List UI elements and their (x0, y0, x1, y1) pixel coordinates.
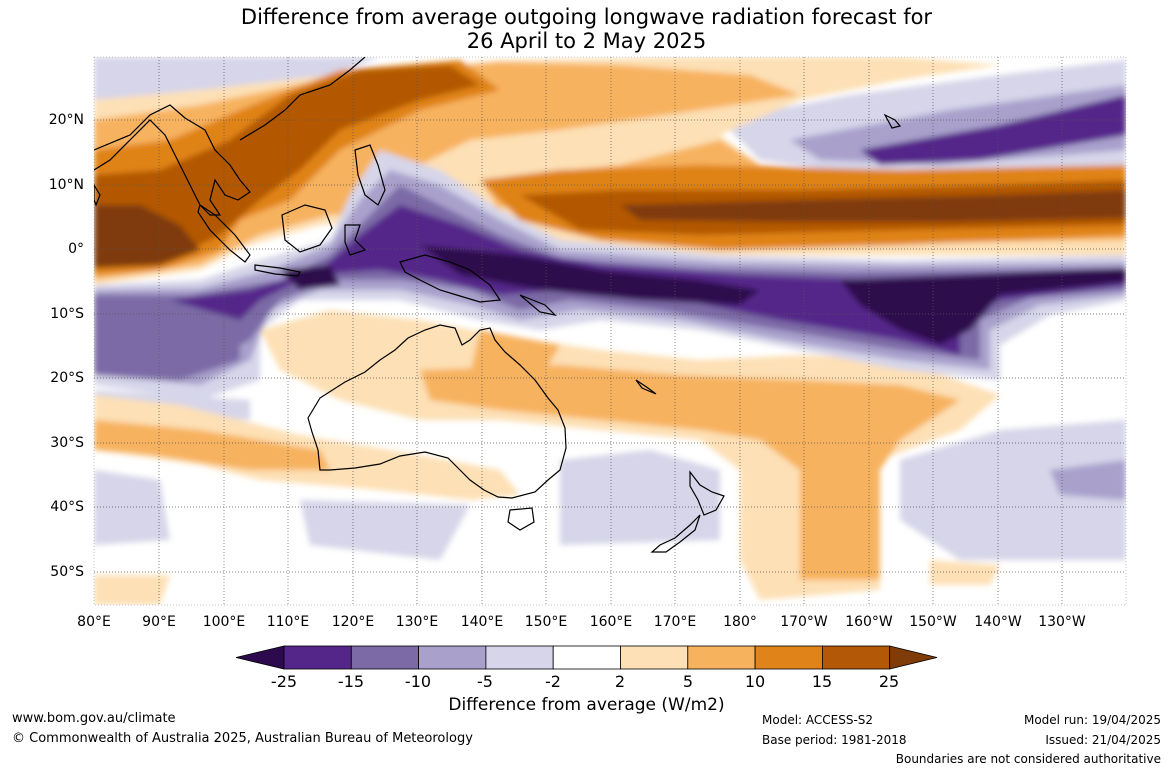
field-sw-orange-band (94, 395, 520, 500)
lon-label: 120°E (331, 614, 375, 630)
model-name: Model: ACCESS-S2 (762, 713, 874, 727)
colorbar-segment (418, 645, 487, 670)
lat-label: 0° (68, 241, 84, 257)
colorbar-tick-label: -25 (270, 672, 298, 691)
lon-label: 90°E (142, 614, 176, 630)
colorbar-segment (620, 645, 689, 670)
new-guinea-coastline (399, 254, 502, 303)
australia-coastline (307, 324, 567, 499)
field-eq-brown-core (620, 190, 1126, 222)
philippines-coastline (354, 144, 386, 206)
lon-label: 130°W (1038, 614, 1086, 630)
colorbar-label: Difference from average (W/m2) (448, 695, 725, 715)
lon-label: 150°W (909, 614, 957, 630)
colorbar-tick-label: 10 (744, 672, 766, 691)
field-se-orange (94, 575, 170, 605)
colorbar-high-extension (889, 645, 938, 670)
colorbar-tick-label: -15 (337, 672, 365, 691)
tasmania-coastline (507, 507, 535, 531)
lon-label: 170°W (780, 614, 828, 630)
colorbar (235, 645, 938, 670)
fiji-coastline (635, 379, 657, 395)
issued-date: Issued: 21/04/2025 (1045, 733, 1161, 747)
colorbar-segment (350, 645, 419, 670)
sumatra-coastline (197, 204, 251, 263)
colorbar-segment (485, 645, 554, 670)
model-run-date: Model run: 19/04/2025 (1023, 713, 1161, 727)
new-zealand-south-coastline (650, 514, 701, 553)
coastlines (94, 57, 902, 553)
borneo-coastline (281, 204, 333, 253)
lon-label: 180° (723, 614, 757, 630)
lat-label: 10°N (48, 177, 84, 193)
colorbar-tick-label: -10 (404, 672, 432, 691)
lon-label: 140°E (460, 614, 504, 630)
field-sw-orange-core (94, 420, 330, 470)
field-nw-aus-orange (470, 330, 560, 380)
chart-title-line-1: Difference from average outgoing longwav… (240, 5, 933, 29)
base-period: Base period: 1981-2018 (762, 733, 907, 747)
field-south-lavender-5 (1050, 460, 1126, 500)
lat-label: 20°S (50, 370, 84, 386)
new-zealand-north-coastline (689, 470, 725, 516)
website-link[interactable]: www.bom.gov.au/climate (12, 711, 176, 726)
field-eq-purple-core-2 (420, 245, 760, 305)
field-aus-mid-orange (420, 365, 960, 580)
field-eq-purple-core-3 (840, 268, 1126, 345)
lon-label: 160°E (589, 614, 633, 630)
solomon-islands-coastline (519, 294, 557, 316)
lon-label: 140°W (974, 614, 1022, 630)
field-south-lavender-2 (300, 500, 470, 560)
field-north-orange-strong (94, 65, 480, 265)
colorbar-segment (754, 645, 823, 670)
field-se-orange-2 (930, 560, 1000, 585)
hawaii-coastline (883, 113, 902, 129)
anomaly-field (94, 57, 1126, 605)
sulawesi-coastline (344, 224, 367, 256)
field-south-lavender-1 (94, 470, 170, 545)
java-coastline (254, 264, 301, 277)
lat-label: 10°S (50, 306, 84, 322)
colorbar-tick-label: 2 (614, 672, 626, 691)
lon-label: 160°W (845, 614, 893, 630)
lon-label: 170°E (653, 614, 697, 630)
lon-label: 150°E (524, 614, 568, 630)
lon-label: 130°E (395, 614, 439, 630)
field-north-purple-2 (860, 95, 1126, 165)
map-frame (93, 56, 1127, 606)
lat-label: 30°S (50, 435, 84, 451)
asia-mainland-coastline (94, 57, 366, 216)
boundaries-disclaimer: Boundaries are not considered authoritat… (895, 752, 1161, 766)
field-sw-purple (94, 295, 240, 380)
colorbar-tick-label: -2 (545, 672, 561, 691)
colorbar-tick-label: 15 (811, 672, 833, 691)
lat-label: 40°S (50, 499, 84, 515)
lat-label: 20°N (48, 112, 84, 128)
field-north-lavender-1 (94, 57, 380, 100)
lon-label: 110°E (266, 614, 310, 630)
colorbar-tick-label: 25 (878, 672, 900, 691)
colorbar-segment (552, 645, 621, 670)
copyright-notice: © Commonwealth of Australia 2025, Austra… (12, 731, 473, 746)
sri-lanka-coastline (94, 183, 101, 207)
lat-label: 50°S (50, 564, 84, 580)
lon-label: 80°E (77, 614, 111, 630)
field-north-orange-max (94, 205, 200, 268)
map-gridlines (93, 56, 1127, 606)
lon-label: 100°E (202, 614, 246, 630)
colorbar-low-extension (235, 645, 285, 670)
field-south-lavender-4 (900, 420, 1126, 560)
colorbar-segment (822, 645, 891, 670)
field-south-lavender-3 (560, 450, 720, 545)
colorbar-tick-label: 5 (682, 672, 694, 691)
colorbar-segment (283, 645, 352, 670)
chart-title-line-2: 26 April to 2 May 2025 (466, 29, 707, 53)
colorbar-tick-label: -5 (477, 672, 493, 691)
colorbar-segment (687, 645, 756, 670)
